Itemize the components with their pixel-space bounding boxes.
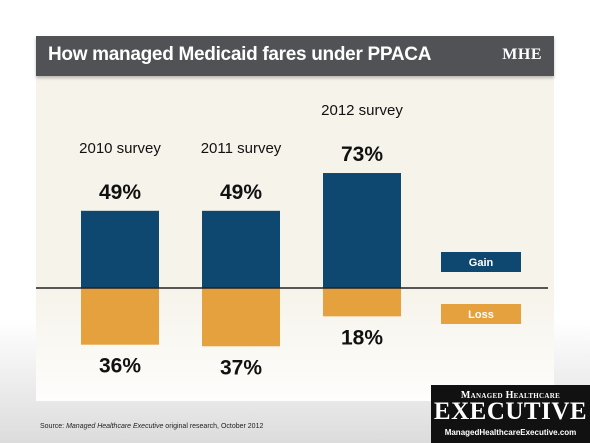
loss-data-label: 36% [99,355,141,378]
category-label: 2011 survey [201,140,282,157]
title-bar: How managed Medicaid fares under PPACA M… [36,36,554,76]
gain-bar [202,210,280,288]
legend-swatch-loss [441,304,521,324]
loss-data-label: 37% [220,356,262,379]
loss-bar [81,288,159,345]
gain-data-label: 49% [99,181,141,204]
loss-bar [202,288,280,347]
gain-bar [81,210,159,288]
category-label: 2010 survey [79,140,161,157]
brand-top-text: Managed Healthcare [460,390,561,401]
gain-data-label: 49% [220,181,262,204]
category-label: 2012 survey [321,102,403,119]
legend-label-loss: Loss [468,309,494,321]
source-prefix: Source: [40,423,67,430]
legend-label-gain: Gain [469,257,494,269]
chart-title: How managed Medicaid fares under PPACA [48,44,432,65]
gain-data-label: 73% [341,143,383,166]
source-suffix: original research, October 2012 [163,423,264,430]
loss-data-label: 18% [341,326,383,349]
gain-bar [323,173,401,288]
brand-url: ManagedHealthcareExecutive.com [444,428,577,437]
brand-main-text: EXECUTIVE [433,398,588,425]
mhe-logo: MHE [502,46,542,63]
legend-swatch-gain [441,252,521,272]
source-note: Source: Managed Healthcare Executive ori… [40,423,263,430]
source-publication: Managed Healthcare Executive [66,423,164,430]
brand-logo: Managed Healthcare EXECUTIVE ManagedHeal… [431,385,590,443]
loss-bar [323,288,401,317]
